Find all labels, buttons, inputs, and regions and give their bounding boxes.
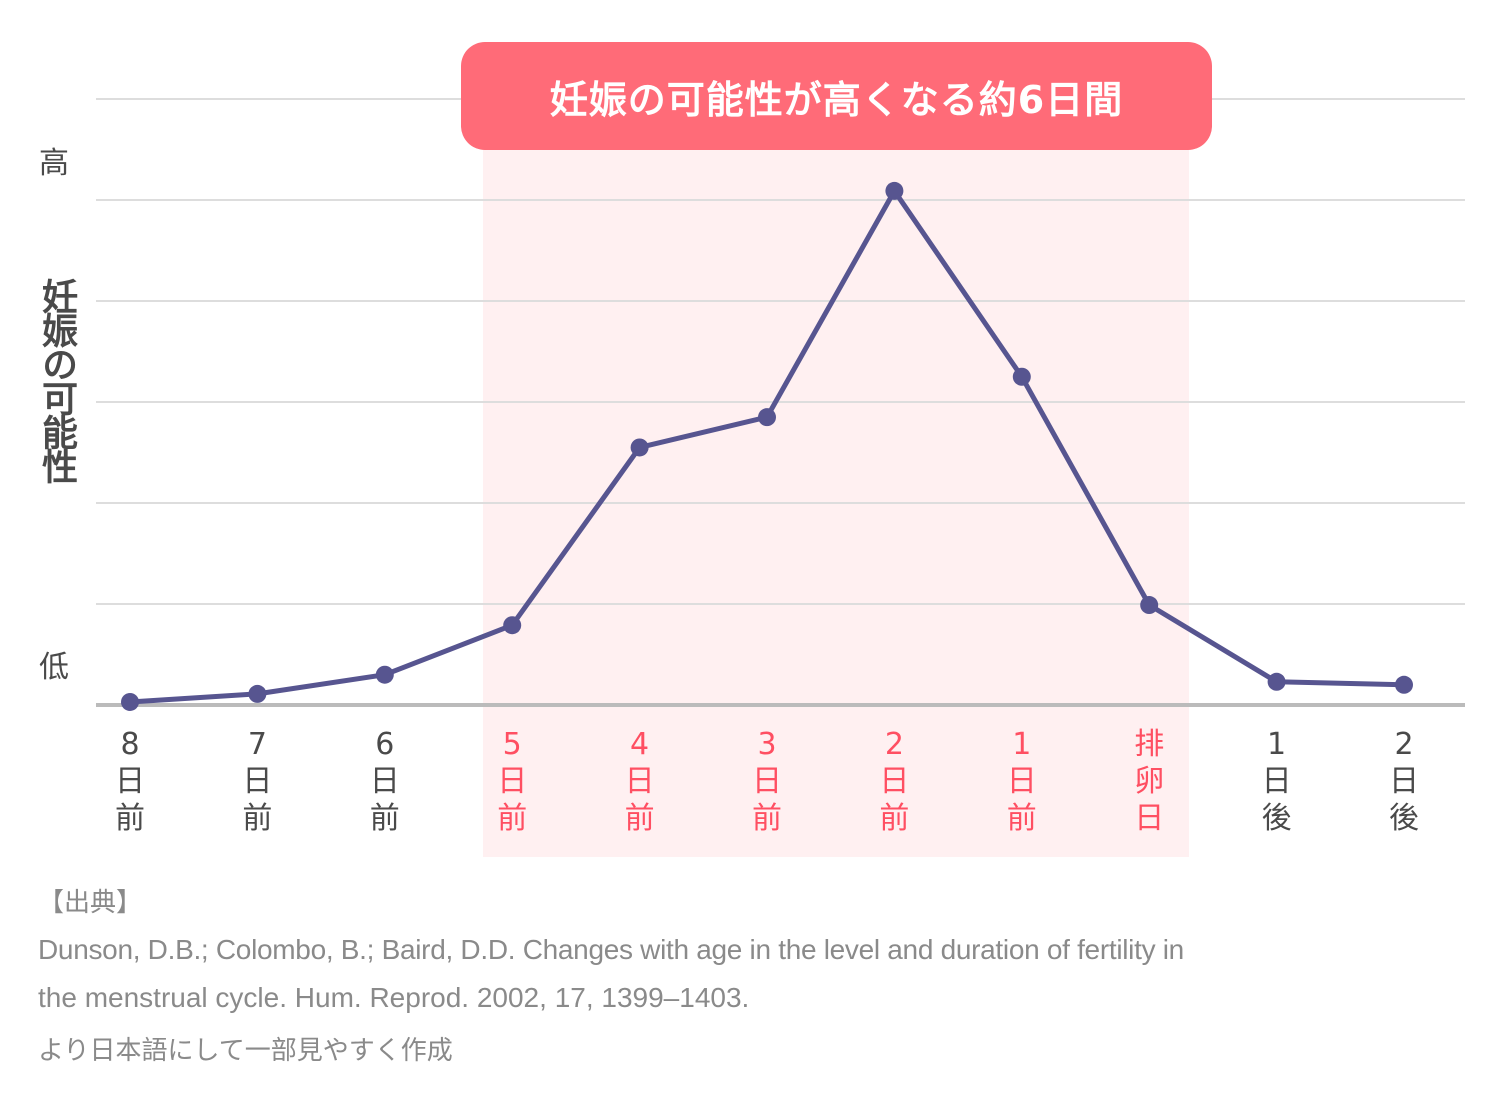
- x-tick-label-char: 卵: [1134, 764, 1165, 799]
- data-point: [1140, 596, 1159, 615]
- x-tick-label-char: 前: [369, 801, 400, 836]
- x-tick-label-char: 前: [115, 801, 145, 836]
- x-tick-label-char: 6: [375, 727, 395, 762]
- source-heading: 【出典】: [38, 887, 143, 917]
- data-point: [1395, 675, 1413, 694]
- y-tick-low: 低: [39, 650, 69, 685]
- highlight-band: [483, 145, 1189, 857]
- x-tick-label-char: 後: [1261, 801, 1292, 836]
- x-tick-label-char: 8: [120, 727, 140, 762]
- x-tick-label-char: 前: [624, 801, 655, 836]
- source-citation-line1: Dunson, D.B.; Colombo, B.; Baird, D.D. C…: [38, 934, 1184, 965]
- y-tick-high: 高: [39, 146, 69, 181]
- x-tick-label-char: 5: [502, 727, 522, 762]
- y-axis-title: 妊娠の可能性: [36, 278, 77, 482]
- x-tick-label-char: 前: [879, 801, 910, 836]
- data-point: [758, 408, 776, 427]
- x-tick-label-char: 1: [1267, 727, 1287, 762]
- x-tick-label-char: 日: [1006, 764, 1037, 799]
- x-tick-label-char: 日: [752, 764, 782, 799]
- source-citation-line2: the menstrual cycle. Hum. Reprod. 2002, …: [38, 982, 750, 1013]
- x-tick-label-char: 1: [1012, 727, 1032, 762]
- x-tick-label-char: 前: [497, 801, 528, 836]
- x-tick-label-char: 日: [879, 764, 910, 799]
- x-tick-label-char: 4: [630, 727, 650, 762]
- data-point: [121, 692, 139, 711]
- data-point: [630, 438, 649, 457]
- x-tick-label-char: 2: [884, 727, 904, 762]
- x-tick-label-char: 前: [242, 801, 273, 836]
- x-tick-label-char: 日: [1261, 764, 1292, 799]
- data-point: [375, 665, 394, 684]
- x-tick-label-char: 排: [1134, 727, 1165, 762]
- x-tick-label-char: 2: [1394, 727, 1414, 762]
- x-tick-label-char: 前: [752, 801, 782, 836]
- x-tick-label-char: 7: [247, 727, 267, 762]
- x-tick-label-char: 前: [1006, 801, 1037, 836]
- x-tick-label: 排卵日: [1119, 726, 1179, 837]
- source-note: より日本語にして一部見やすく作成: [38, 1035, 453, 1065]
- x-tick-label-char: 3: [757, 727, 777, 762]
- data-point: [1012, 367, 1031, 386]
- x-tick-label-char: 日: [242, 764, 273, 799]
- data-points: [121, 181, 1413, 711]
- x-tick-label-char: 日: [1134, 801, 1165, 836]
- x-tick-label-char: 日: [369, 764, 400, 799]
- x-tick-label-char: 後: [1389, 801, 1419, 836]
- x-tick-label-char: 日: [497, 764, 528, 799]
- data-point: [503, 616, 522, 635]
- x-tick-label-char: 日: [115, 764, 145, 799]
- highlight-banner: 妊娠の可能性が高くなる約6日間: [461, 42, 1212, 150]
- data-point: [248, 684, 267, 703]
- data-point: [1267, 672, 1286, 691]
- data-point: [885, 181, 904, 200]
- x-tick-label-char: 日: [624, 764, 655, 799]
- x-tick-label-char: 日: [1389, 764, 1419, 799]
